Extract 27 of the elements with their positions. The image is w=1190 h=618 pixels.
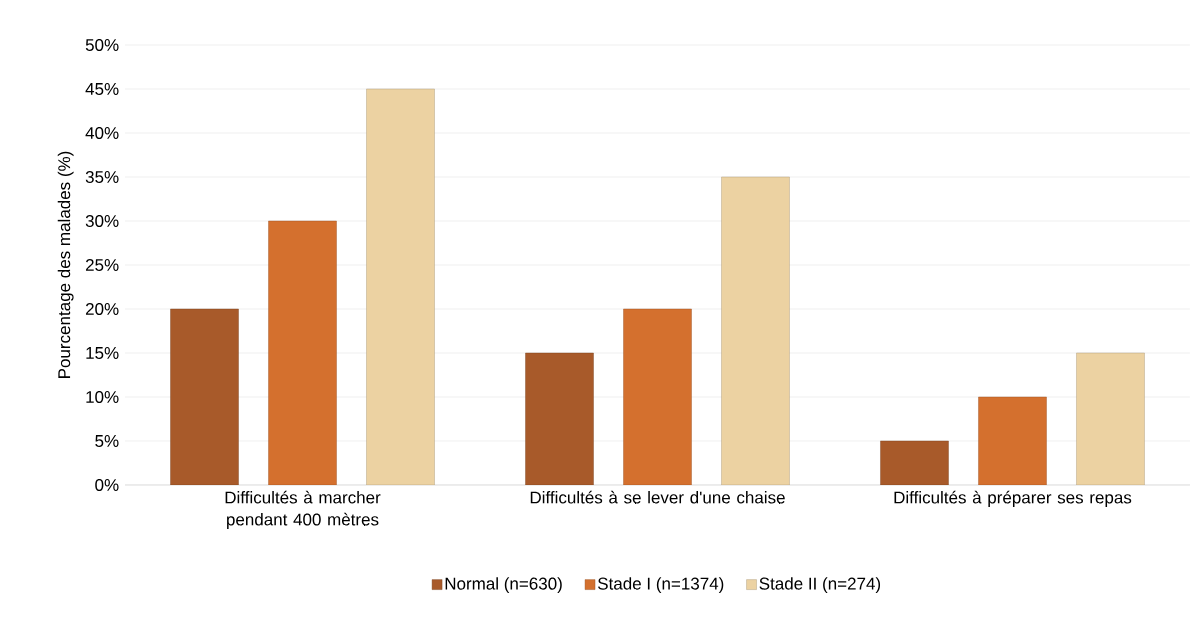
y-tick-label: 35%	[85, 170, 119, 184]
bar	[1076, 352, 1145, 485]
x-tick-label: Difficultés à marcher pendant 400 mètres	[225, 490, 381, 529]
bar	[880, 440, 949, 485]
y-axis-title: Pourcentage des malades (%)	[57, 151, 74, 378]
bar	[170, 308, 239, 485]
bar	[721, 176, 790, 485]
bar	[978, 396, 1047, 485]
bar	[525, 352, 594, 485]
bar	[268, 220, 337, 485]
legend-label: Normal (n=630)	[445, 577, 562, 593]
y-tick-label: 45%	[85, 83, 119, 95]
x-tick-label: Difficultés à préparer ses repas	[894, 490, 1132, 507]
y-tick-label: 30%	[85, 214, 119, 228]
y-tick-label: 40%	[85, 126, 119, 140]
y-tick-label: 20%	[85, 302, 119, 316]
y-tick-label: 5%	[95, 435, 119, 447]
bar	[623, 308, 692, 485]
legend-label: Stade II (n=274)	[759, 577, 881, 593]
y-tick-label: 25%	[85, 258, 119, 272]
legend-label: Stade I (n=1374)	[598, 577, 724, 593]
y-tick-label: 50%	[85, 38, 119, 52]
bar	[366, 88, 435, 485]
y-tick-label: 0%	[95, 478, 119, 492]
y-tick-label: 15%	[86, 347, 119, 359]
x-tick-label: Difficultés à se lever d'une chaise	[530, 490, 785, 504]
y-tick-label: 10%	[86, 390, 119, 404]
